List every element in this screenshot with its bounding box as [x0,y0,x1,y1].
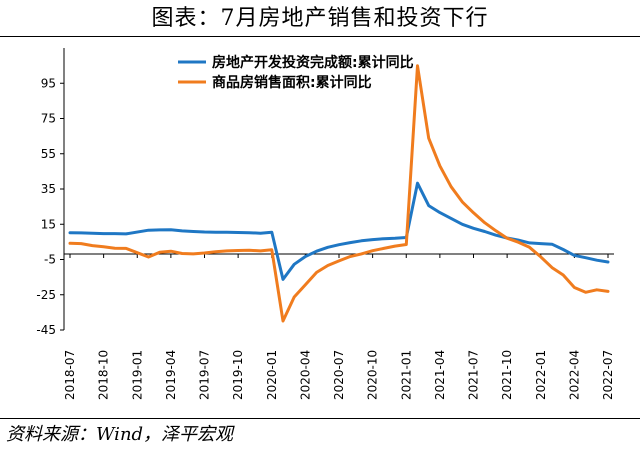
x-tick-label: 2018-07 [63,350,77,400]
x-tick-label: 2022-01 [534,350,548,400]
series-layer [68,64,610,323]
x-tick-label: 2022-07 [601,350,615,400]
x-tick-label: 2022-04 [567,350,581,400]
y-tick-label: -25 [36,288,56,302]
x-tick-label: 2020-01 [265,350,279,400]
x-tick-label: 2021-04 [433,350,447,400]
y-tick-label: 95 [41,76,56,90]
legend-label: 房地产开发投资完成额:累计同比 [212,54,414,71]
x-tick-label: 2021-01 [399,350,413,400]
x-tick-label: 2020-07 [332,350,346,400]
y-tick-label: -45 [36,323,56,337]
y-tick-label: -5 [44,253,56,267]
chart-title: 图表：7月房地产销售和投资下行 [151,6,489,31]
series-line-sales [68,64,610,323]
y-tick-label: 35 [41,182,56,196]
x-tick-label: 2020-04 [298,350,312,400]
x-tick-label: 2019-10 [231,350,245,400]
source-note: 资料来源：Wind，泽平宏观 [6,424,234,445]
x-tick-label: 2020-10 [366,350,380,400]
x-tick-label: 2019-07 [198,350,212,400]
y-tick-label: 55 [41,147,56,161]
source-divider [0,418,640,419]
x-tick-label: 2019-01 [130,350,144,400]
x-tick-label: 2021-10 [500,350,514,400]
x-tick-label: 2018-10 [97,350,111,400]
x-tick-label: 2019-04 [164,350,178,400]
axes: -45 -25 -5 15 35 55 75 95 2018-07 2018-10 2019-01 2… [36,48,615,400]
y-tick-label: 75 [41,112,56,126]
x-tick-label: 2021-07 [467,350,481,400]
title-divider [0,36,640,37]
legend-label: 商品房销售面积:累计同比 [212,74,372,91]
y-tick-label: 15 [41,217,56,231]
series-line-investment [68,181,610,281]
